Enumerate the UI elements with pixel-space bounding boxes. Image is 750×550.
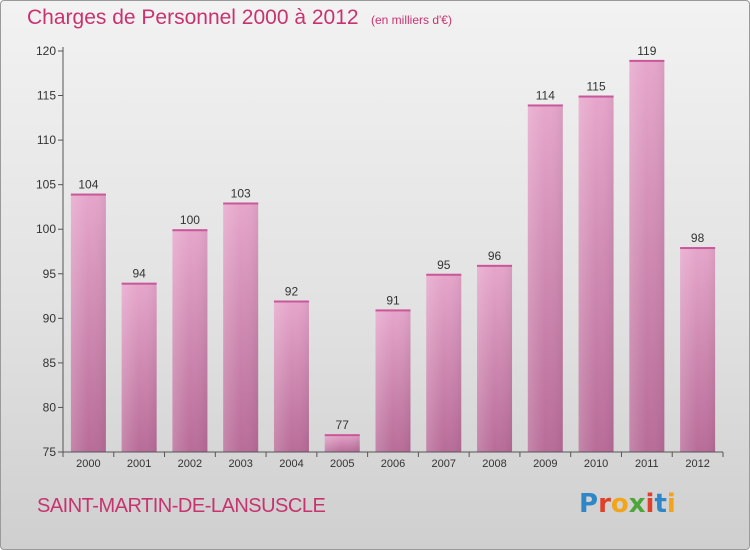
bar-shade-2007 bbox=[426, 273, 462, 452]
x-tick-label-2012: 2012 bbox=[685, 458, 709, 470]
bar-top-2007 bbox=[426, 273, 462, 276]
bar-shade-2002 bbox=[172, 229, 208, 452]
x-tick-label-2005: 2005 bbox=[330, 458, 354, 470]
bar-shade-2009 bbox=[527, 104, 563, 452]
x-tick-label-2003: 2003 bbox=[228, 458, 252, 470]
y-tick-label-115: 115 bbox=[37, 89, 56, 103]
bar-shade-2003 bbox=[223, 202, 259, 452]
value-label-2005: 77 bbox=[336, 418, 350, 432]
bar-shade-2010 bbox=[578, 95, 614, 453]
bar-top-2001 bbox=[121, 282, 157, 285]
y-tick-label-75: 75 bbox=[43, 445, 57, 459]
logo-letter: x bbox=[628, 489, 646, 519]
x-tick-label-2002: 2002 bbox=[178, 458, 202, 470]
bar-top-2011 bbox=[629, 59, 665, 62]
y-tick-label-110: 110 bbox=[37, 133, 56, 147]
logo-letter: P bbox=[579, 489, 599, 519]
bar-shade-2008 bbox=[477, 264, 513, 452]
x-tick-label-2001: 2001 bbox=[127, 458, 151, 470]
chart-title: Charges de Personnel 2000 à 2012 bbox=[27, 6, 359, 29]
value-label-2007: 95 bbox=[437, 258, 451, 272]
bar-shade-2011 bbox=[629, 59, 665, 453]
bars-layer: 104 94 100 103 92 77 91 95 96 114 115 119 98 bbox=[70, 44, 716, 453]
value-label-2009: 114 bbox=[536, 88, 555, 102]
y-tick-label-90: 90 bbox=[43, 311, 57, 325]
bar-top-2000 bbox=[70, 193, 106, 196]
value-label-2003: 103 bbox=[231, 186, 251, 200]
value-label-2012: 98 bbox=[691, 231, 705, 245]
logo-letter: i bbox=[666, 489, 676, 519]
value-label-2000: 104 bbox=[78, 178, 98, 192]
bar-top-2005 bbox=[324, 434, 360, 437]
value-label-2004: 92 bbox=[285, 285, 299, 299]
y-tick-label-95: 95 bbox=[43, 267, 57, 281]
value-label-2011: 119 bbox=[637, 44, 656, 58]
bar-top-2008 bbox=[477, 264, 513, 267]
x-tick-label-2011: 2011 bbox=[635, 458, 659, 470]
value-label-2010: 115 bbox=[587, 80, 606, 94]
value-label-2002: 100 bbox=[180, 213, 200, 227]
bar-top-2002 bbox=[172, 229, 208, 232]
value-label-2001: 94 bbox=[132, 267, 146, 281]
bar-shade-2005 bbox=[324, 434, 360, 452]
bar-top-2004 bbox=[273, 300, 309, 303]
y-tick-label-105: 105 bbox=[36, 178, 56, 192]
logo-letter: i bbox=[645, 489, 655, 519]
bar-shade-2000 bbox=[70, 193, 106, 453]
y-tick-label-80: 80 bbox=[43, 400, 57, 414]
x-tick-label-2008: 2008 bbox=[482, 458, 506, 470]
bar-top-2010 bbox=[578, 95, 614, 98]
x-tick-label-2000: 2000 bbox=[76, 458, 100, 470]
bar-shade-2004 bbox=[273, 300, 309, 452]
x-tick-label-2004: 2004 bbox=[279, 458, 303, 470]
commune-name: SAINT-MARTIN-DE-LANSUSCLE bbox=[37, 495, 326, 517]
y-tick-label-85: 85 bbox=[43, 356, 57, 370]
value-label-2008: 96 bbox=[488, 249, 502, 263]
bar-top-2012 bbox=[680, 247, 716, 250]
x-tick-label-2010: 2010 bbox=[584, 458, 608, 470]
x-tick-label-2007: 2007 bbox=[432, 458, 456, 470]
bar-shade-2001 bbox=[121, 282, 157, 452]
x-tick-label-2006: 2006 bbox=[381, 458, 405, 470]
logo-letter: r bbox=[598, 489, 611, 519]
bar-top-2003 bbox=[223, 202, 259, 205]
logo-letter: t bbox=[654, 489, 667, 519]
bar-top-2006 bbox=[375, 309, 411, 312]
axis-layer: 75 80 85 90 95 100 105 110 115 120 2000 2001 2002 200… bbox=[36, 44, 724, 470]
bar-shade-2006 bbox=[375, 309, 411, 452]
logo-letter: o bbox=[610, 489, 629, 519]
x-tick-label-2009: 2009 bbox=[533, 458, 557, 470]
y-tick-label-120: 120 bbox=[36, 44, 56, 58]
chart-subtitle: (en milliers d'€) bbox=[371, 13, 452, 27]
bar-top-2009 bbox=[527, 104, 563, 107]
bar-shade-2012 bbox=[680, 247, 716, 452]
proxiti-logo: Proxiti bbox=[579, 489, 676, 519]
value-label-2006: 91 bbox=[386, 293, 400, 307]
y-tick-label-100: 100 bbox=[36, 222, 56, 236]
